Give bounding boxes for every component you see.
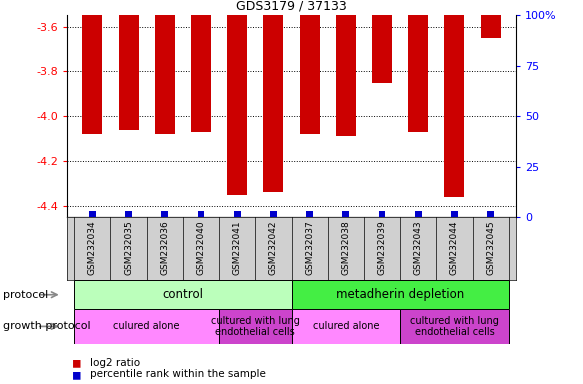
Text: ■: ■ bbox=[73, 368, 80, 381]
Bar bbox=[155, 15, 175, 134]
Text: cultured with lung
endothelial cells: cultured with lung endothelial cells bbox=[211, 316, 300, 337]
Text: protocol: protocol bbox=[3, 290, 48, 300]
Bar bbox=[444, 15, 465, 197]
Bar bbox=[82, 15, 103, 134]
Text: culured alone: culured alone bbox=[114, 321, 180, 331]
Bar bbox=[89, 211, 96, 217]
Bar bbox=[219, 309, 292, 344]
Text: GSM232044: GSM232044 bbox=[450, 220, 459, 275]
Bar bbox=[400, 309, 509, 344]
Bar bbox=[191, 15, 211, 132]
Title: GDS3179 / 37133: GDS3179 / 37133 bbox=[236, 0, 347, 13]
Bar bbox=[125, 211, 132, 217]
Text: GSM232038: GSM232038 bbox=[341, 220, 350, 275]
Bar bbox=[408, 15, 428, 132]
Bar bbox=[270, 211, 277, 217]
Text: metadherin depletion: metadherin depletion bbox=[336, 288, 464, 301]
Text: GSM232040: GSM232040 bbox=[196, 220, 205, 275]
Text: GSM232036: GSM232036 bbox=[160, 220, 169, 275]
Text: GSM232034: GSM232034 bbox=[88, 220, 97, 275]
Bar bbox=[378, 211, 385, 217]
Text: log2 ratio: log2 ratio bbox=[90, 358, 141, 368]
Bar bbox=[74, 309, 219, 344]
Bar bbox=[342, 211, 349, 217]
Text: percentile rank within the sample: percentile rank within the sample bbox=[90, 369, 266, 379]
Text: culured alone: culured alone bbox=[312, 321, 379, 331]
Bar bbox=[198, 211, 205, 217]
Text: control: control bbox=[163, 288, 203, 301]
Text: cultured with lung
endothelial cells: cultured with lung endothelial cells bbox=[410, 316, 499, 337]
Text: GSM232037: GSM232037 bbox=[305, 220, 314, 275]
Text: growth protocol: growth protocol bbox=[3, 321, 90, 331]
Bar bbox=[487, 211, 494, 217]
Text: GSM232045: GSM232045 bbox=[486, 220, 495, 275]
Text: GSM232042: GSM232042 bbox=[269, 220, 278, 275]
Bar bbox=[372, 15, 392, 83]
Bar bbox=[300, 15, 319, 134]
Bar bbox=[227, 15, 247, 195]
Bar bbox=[234, 211, 241, 217]
Bar bbox=[118, 15, 139, 130]
Bar bbox=[292, 280, 509, 309]
Text: GSM232041: GSM232041 bbox=[233, 220, 242, 275]
Bar bbox=[74, 280, 292, 309]
Text: GSM232043: GSM232043 bbox=[414, 220, 423, 275]
Bar bbox=[415, 211, 422, 217]
Bar bbox=[306, 211, 313, 217]
Bar bbox=[292, 309, 400, 344]
Text: GSM232035: GSM232035 bbox=[124, 220, 133, 275]
Bar bbox=[480, 15, 501, 38]
Bar bbox=[161, 211, 168, 217]
Text: GSM232039: GSM232039 bbox=[378, 220, 387, 275]
Text: ■: ■ bbox=[73, 356, 80, 369]
Bar bbox=[264, 15, 283, 192]
Bar bbox=[451, 211, 458, 217]
Bar bbox=[336, 15, 356, 136]
